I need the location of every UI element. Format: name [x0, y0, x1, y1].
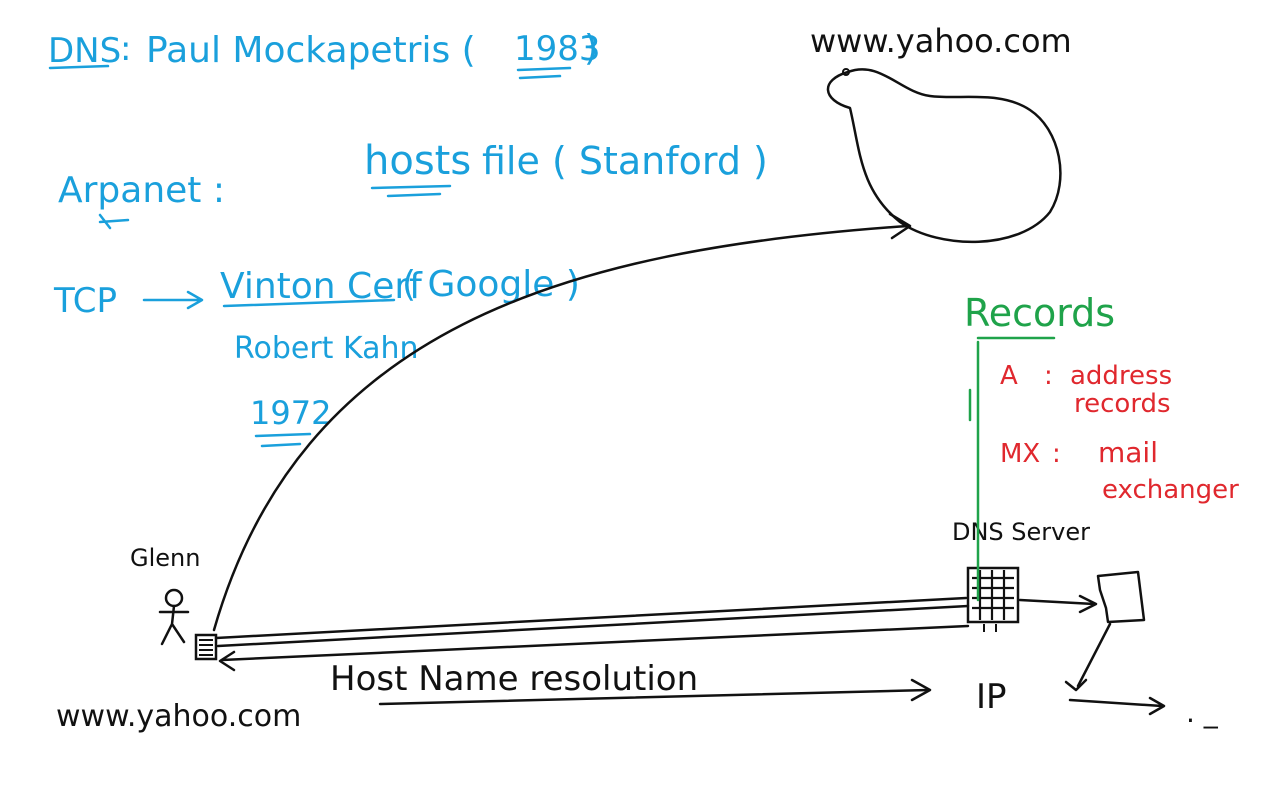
request-line-lower: [216, 604, 970, 648]
record-a-desc1: address: [1070, 361, 1172, 391]
trailing-arrow: [1068, 698, 1164, 708]
next-server-return-head: [1064, 678, 1088, 692]
hosts-file-rest: file ( Stanford ): [482, 139, 768, 183]
hosts-file-label: hosts: [364, 138, 471, 184]
top-domain: www.yahoo.com: [810, 22, 1072, 60]
record-a-type: A: [1000, 361, 1018, 391]
response-line: [220, 624, 970, 662]
forward-arrowhead: [1078, 594, 1098, 614]
records-title: Records: [964, 291, 1115, 335]
ip-return-arrowhead: [910, 678, 932, 702]
vinton-underline: [222, 298, 396, 308]
ip-label: IP: [976, 677, 1007, 717]
response-arrowhead: [218, 650, 236, 672]
client-computer-icon: [194, 633, 218, 661]
record-a-desc2: records: [1074, 389, 1171, 419]
record-mx-desc2: exchanger: [1102, 475, 1239, 505]
dns-underline: [48, 64, 110, 70]
arpanet-label: Arpanet :: [58, 170, 225, 211]
trailing-arrowhead: [1148, 696, 1166, 716]
record-mx-type: MX: [1000, 439, 1040, 469]
tcp-label: TCP: [53, 281, 117, 321]
arpanet-mark: [98, 213, 130, 230]
tcp-inventor1-rest: ( Google ): [402, 264, 580, 305]
ip-return-arrow: [378, 688, 930, 706]
dns-colon: :: [120, 29, 131, 69]
person-name: Glenn: [130, 544, 200, 572]
arc-to-cloud: [212, 224, 910, 632]
dns-server-icon: [966, 566, 1020, 632]
dns-label: DNS: [48, 31, 121, 71]
record-mx-sep: :: [1052, 439, 1061, 469]
records-bracket: [968, 336, 1056, 422]
trailing-dots: . _: [1186, 696, 1219, 729]
tcp-inventor2: Robert Kahn: [234, 331, 419, 366]
next-server-return: [1076, 622, 1112, 688]
dns-year-underline: [516, 66, 572, 80]
internet-cloud: [826, 68, 1062, 244]
dns-year: 1983: [514, 29, 601, 69]
request-line-upper: [214, 596, 968, 640]
dns-close-paren: ): [584, 28, 598, 69]
forward-arrow: [1018, 598, 1096, 606]
tcp-year-underline: [254, 432, 312, 448]
record-a-sep: :: [1044, 361, 1053, 391]
record-mx-desc1: mail: [1098, 436, 1158, 469]
tcp-arrow: [142, 290, 204, 310]
stick-figure-icon: [158, 588, 190, 646]
dns-inventor: Paul Mockapetris (: [146, 30, 476, 71]
bottom-domain: www.yahoo.com: [56, 699, 301, 734]
dns-server-label: DNS Server: [952, 518, 1090, 546]
next-server-icon: [1096, 570, 1146, 624]
hosts-underline: [370, 184, 452, 198]
tcp-year: 1972: [250, 394, 331, 432]
cloud-knot: [842, 68, 850, 76]
arrow-caption: Host Name resolution: [330, 659, 698, 699]
arc-arrowhead: [888, 212, 912, 240]
